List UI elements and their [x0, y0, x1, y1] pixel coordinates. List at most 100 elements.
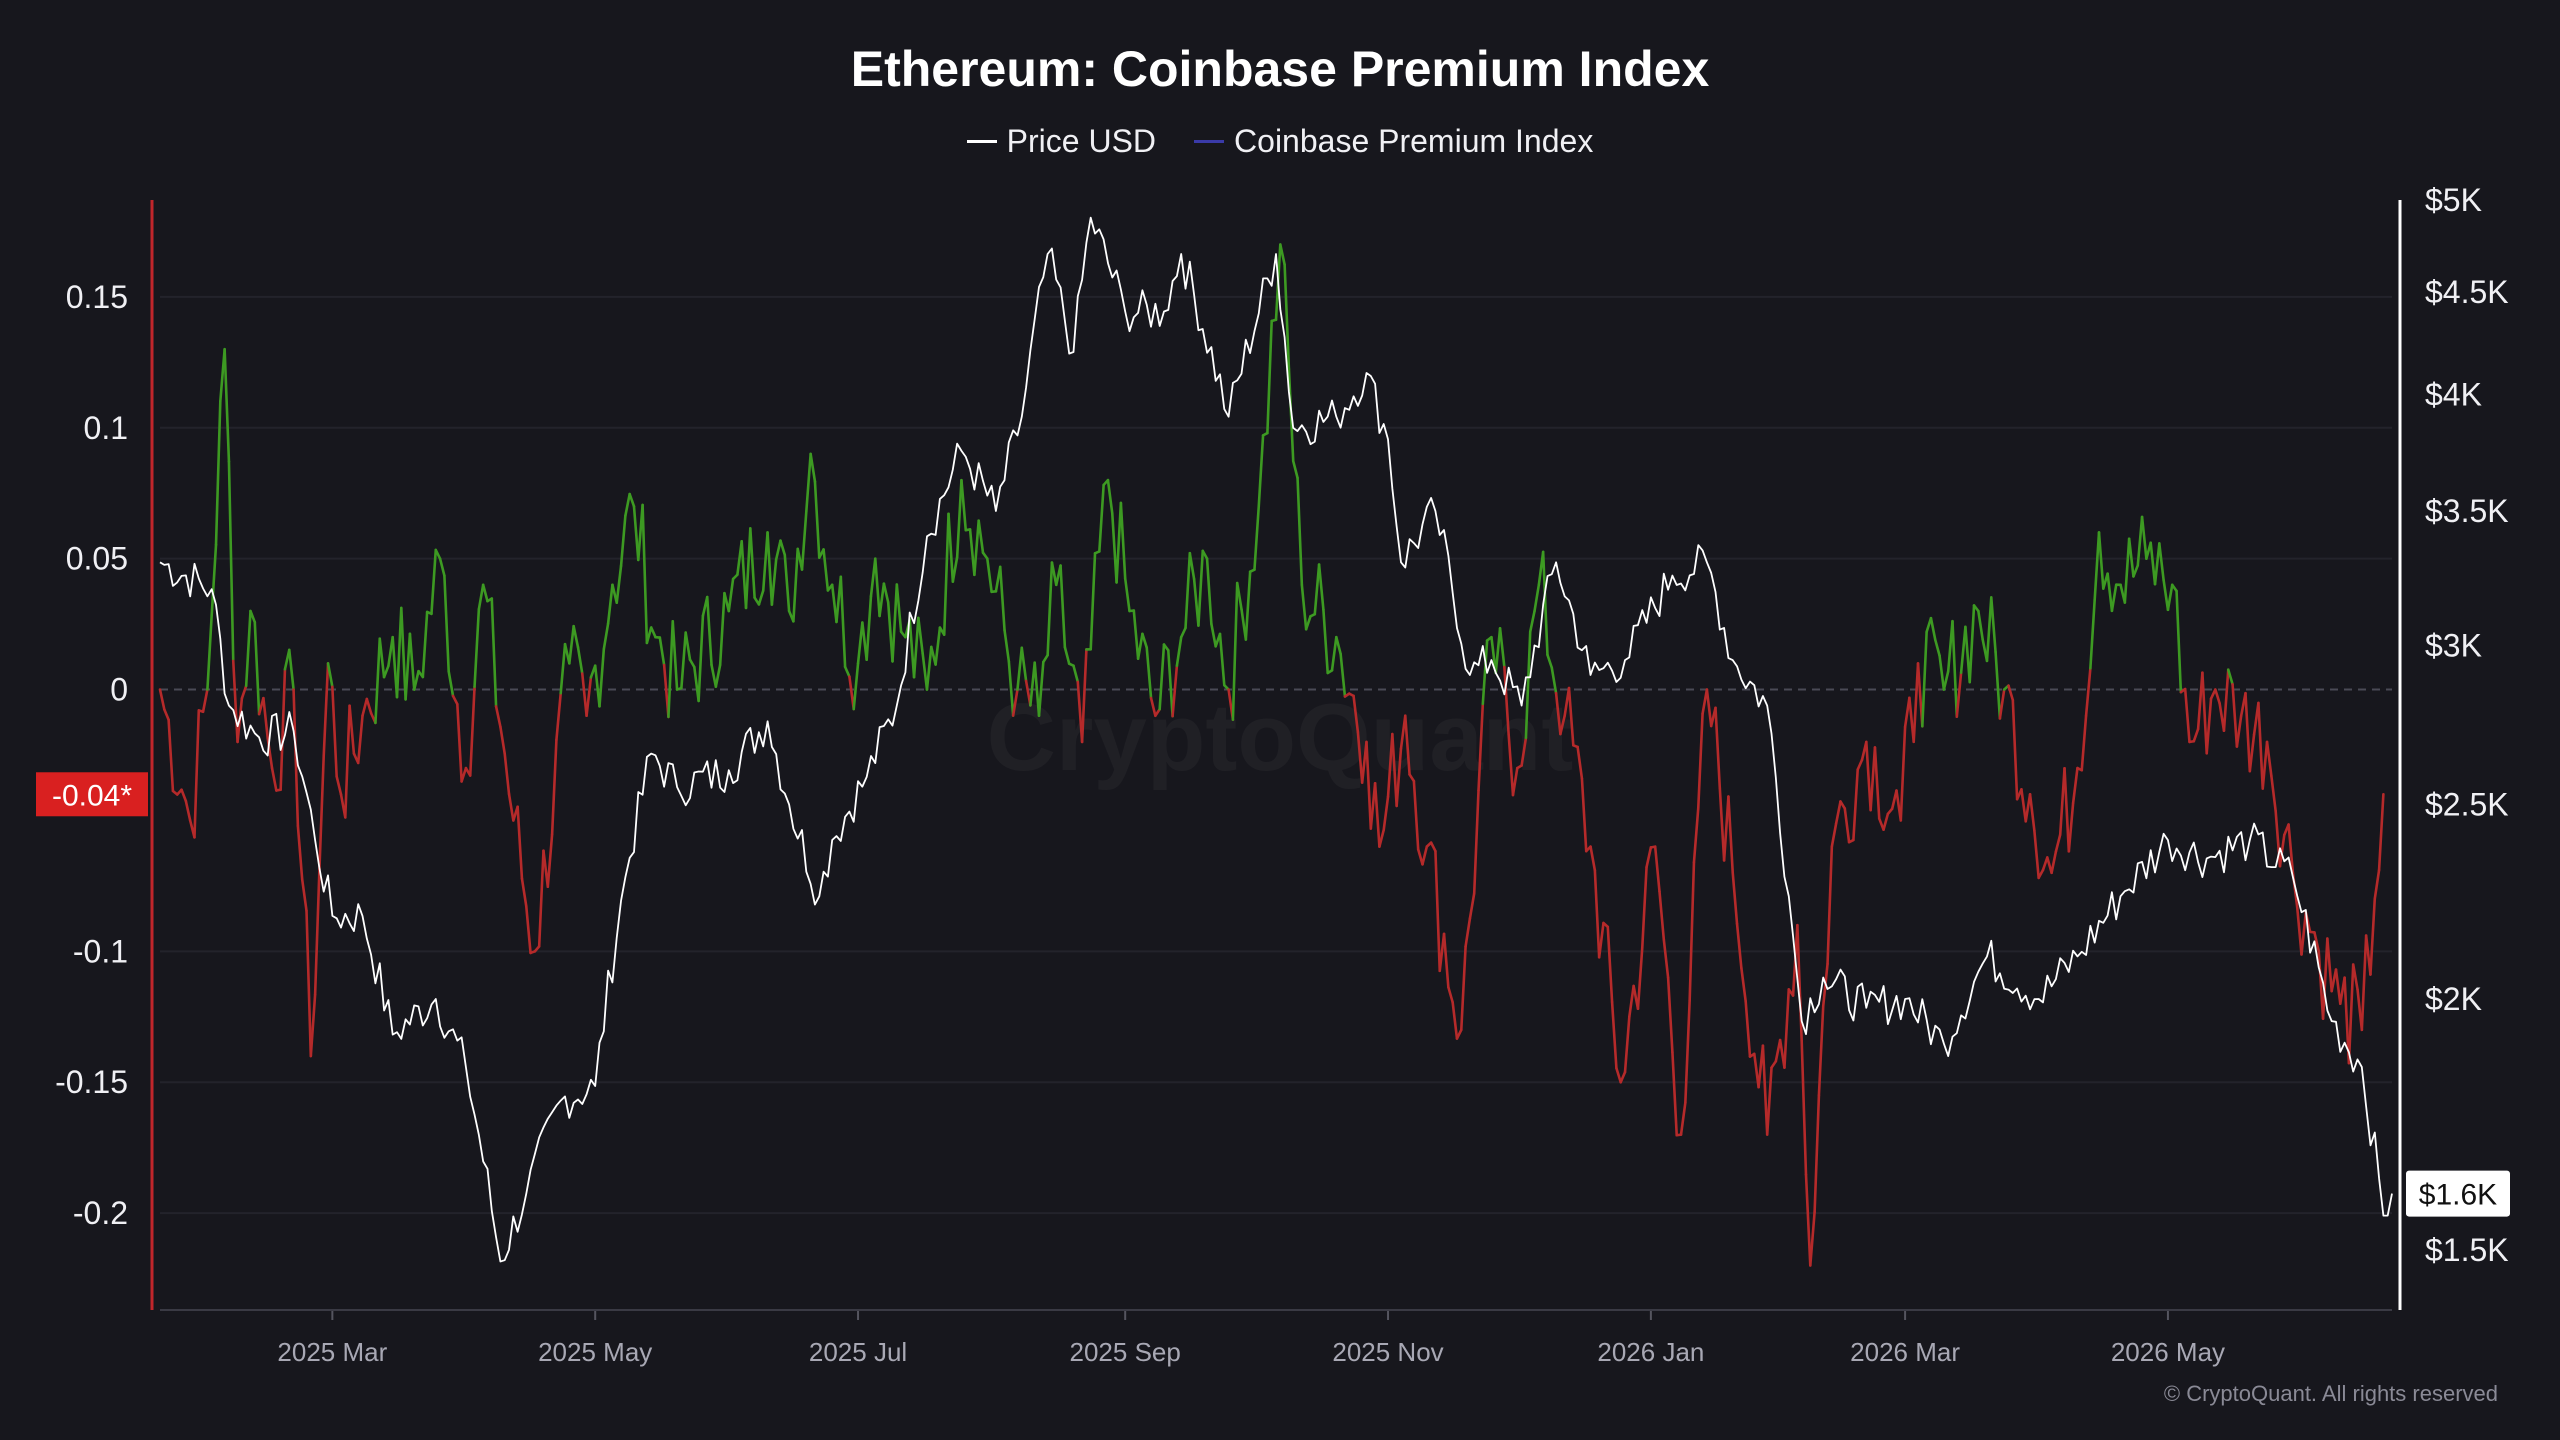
premium-line-segment	[705, 595, 713, 667]
premium-line-segment	[1645, 846, 1653, 869]
legend-item-premium[interactable]: Coinbase Premium Index	[1194, 123, 1593, 160]
y-right-tick-label: $2K	[2425, 981, 2482, 1017]
premium-line-segment	[1628, 984, 1635, 1018]
premium-line-segment	[1912, 662, 1920, 744]
y-left-tick-label: 0.15	[66, 279, 128, 315]
premium-line-segment	[2257, 701, 2265, 790]
premium-line-segment	[1373, 781, 1381, 848]
premium-line-segment	[2235, 714, 2243, 748]
premium-line-segment	[766, 531, 774, 606]
premium-line-segment	[2360, 934, 2368, 1032]
premium-line-segment	[1042, 653, 1049, 664]
premium-line-segment	[382, 664, 390, 679]
premium-line-segment	[602, 622, 610, 651]
premium-line-segment	[684, 631, 692, 661]
premium-line-segment	[1744, 999, 1752, 1058]
premium-line-segment	[1761, 1044, 1769, 1136]
premium-line-segment	[960, 478, 968, 532]
premium-line-segment	[343, 704, 351, 819]
premium-line-segment	[934, 626, 942, 666]
premium-line-segment	[296, 824, 304, 881]
premium-line-segment	[792, 547, 800, 623]
premium-line-segment	[1434, 849, 1442, 973]
premium-line-segment	[507, 792, 515, 822]
x-tick-label: 2026 Mar	[1850, 1337, 1960, 1367]
premium-line-segment	[399, 606, 407, 701]
premium-line-segment	[658, 636, 666, 667]
premium-line-segment	[2334, 968, 2342, 1006]
premium-line-segment	[1352, 694, 1360, 734]
watermark: CryptoQuant	[987, 684, 1574, 791]
premium-line-segment	[2037, 868, 2045, 880]
premium-line-segment	[641, 503, 649, 645]
premium-line-segment	[378, 637, 386, 679]
premium-line-segment	[279, 667, 287, 791]
legend-item-price[interactable]: Price USD	[966, 123, 1156, 160]
premium-line-segment	[1386, 732, 1394, 799]
premium-line-segment	[1705, 688, 1713, 728]
premium-line-segment	[460, 766, 468, 783]
premium-line-segment	[1511, 766, 1519, 797]
premium-line-segment	[873, 557, 881, 618]
premium-line-segment	[813, 480, 821, 559]
premium-line-segment	[1179, 626, 1187, 639]
premium-line-segment	[1020, 646, 1028, 683]
premium-line-segment	[1714, 706, 1722, 790]
premium-line-segment	[2020, 788, 2028, 823]
premium-line-segment	[843, 665, 851, 679]
premium-line-segment	[481, 583, 489, 603]
premium-line-segment	[1520, 736, 1528, 767]
legend-swatch-premium	[1194, 140, 1225, 143]
premium-line-segment	[2321, 937, 2329, 1021]
premium-line-segment	[921, 652, 929, 691]
premium-line-segment	[1188, 551, 1196, 581]
premium-line-segment	[740, 539, 748, 610]
premium-line-segment	[1623, 1015, 1631, 1074]
premium-line-segment	[1257, 434, 1265, 508]
premium-line-segment	[1296, 476, 1304, 587]
legend-label-premium: Coinbase Premium Index	[1234, 123, 1594, 159]
premium-line-segment	[2136, 515, 2144, 567]
premium-line-segment	[1235, 581, 1243, 611]
premium-line-segment	[1136, 632, 1144, 661]
premium-line-segment	[632, 504, 640, 562]
premium-line-segment	[1468, 892, 1476, 920]
x-tick-label: 2025 Sep	[1070, 1337, 1181, 1367]
premium-line-segment	[1959, 625, 1967, 674]
premium-line-segment	[206, 613, 214, 691]
x-tick-label: 2025 May	[538, 1337, 652, 1367]
premium-line-segment	[1783, 988, 1791, 1069]
premium-line-segment	[1554, 691, 1562, 736]
chart-title: Ethereum: Coinbase Premium Index	[850, 41, 1710, 97]
premium-line-segment	[1330, 635, 1338, 672]
premium-line-segment	[1304, 614, 1312, 631]
premium-line-segment	[1391, 732, 1398, 808]
premium-line-segment	[537, 849, 545, 948]
premium-line-segment	[348, 704, 356, 755]
premium-line-segment	[2326, 937, 2333, 993]
premium-line-segment	[2054, 833, 2062, 853]
premium-line-segment	[1684, 999, 1691, 1104]
copyright-text: © CryptoQuant. All rights reserved	[2163, 1381, 2498, 1406]
premium-line-segment	[1921, 630, 1928, 728]
premium-line-segment	[1524, 630, 1532, 740]
premium-line-segment	[287, 648, 295, 691]
premium-line-segment	[2313, 931, 2321, 953]
premium-line-segment	[1050, 561, 1058, 587]
premium-line-segment	[2123, 537, 2131, 604]
premium-line-segment	[335, 775, 343, 796]
premium-line-segment	[998, 565, 1006, 632]
premium-line-segment	[1266, 319, 1273, 435]
premium-line-segment	[1817, 1004, 1825, 1097]
premium-line-segment	[2265, 740, 2273, 778]
premium-line-segment	[1942, 670, 1950, 691]
premium-line-segment	[477, 583, 485, 611]
premium-line-segment	[1464, 917, 1472, 948]
y-right-tick-label: $4K	[2425, 377, 2482, 413]
premium-line-segment	[309, 993, 317, 1058]
premium-line-segment	[2192, 727, 2200, 743]
premium-line-segment	[2067, 801, 2075, 853]
premium-line-segment	[1692, 806, 1700, 864]
premium-line-segment	[2270, 774, 2277, 813]
premium-line-segment	[1546, 653, 1554, 669]
